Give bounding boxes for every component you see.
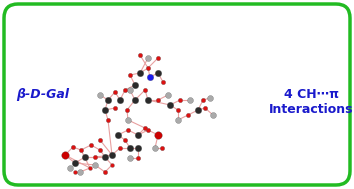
Point — [97, 94, 103, 97]
Point — [70, 146, 76, 149]
Point — [97, 149, 103, 152]
Point — [109, 163, 115, 167]
Point — [145, 67, 151, 70]
Point — [200, 98, 206, 101]
Point — [62, 153, 68, 156]
Point — [97, 139, 103, 142]
Point — [124, 108, 130, 112]
Point — [72, 170, 78, 174]
Point — [159, 146, 165, 149]
Point — [72, 161, 78, 164]
Point — [87, 167, 93, 170]
Point — [105, 119, 111, 122]
Point — [88, 143, 94, 146]
Point — [147, 75, 153, 78]
Point — [82, 156, 88, 159]
Point — [117, 146, 123, 149]
Point — [127, 88, 133, 91]
Point — [187, 98, 193, 101]
Point — [167, 104, 173, 107]
Point — [105, 98, 111, 101]
Point — [77, 170, 83, 174]
Point — [109, 153, 115, 156]
Point — [115, 133, 121, 136]
Point — [207, 97, 213, 100]
Point — [67, 167, 73, 170]
Point — [78, 149, 84, 152]
Point — [102, 108, 108, 112]
Point — [92, 156, 98, 159]
Point — [137, 71, 143, 74]
Point — [160, 81, 166, 84]
Point — [92, 163, 98, 167]
Point — [155, 133, 161, 136]
Point — [145, 57, 151, 60]
Point — [125, 129, 131, 132]
Point — [175, 108, 181, 112]
Point — [112, 91, 118, 94]
Point — [122, 139, 128, 142]
Point — [155, 57, 161, 60]
Point — [142, 126, 148, 129]
Point — [175, 119, 181, 122]
Point — [195, 108, 201, 112]
Point — [112, 106, 118, 109]
Point — [155, 71, 161, 74]
Point — [102, 156, 108, 159]
Point — [210, 113, 216, 116]
Point — [177, 98, 183, 101]
Point — [137, 53, 143, 57]
Point — [155, 98, 161, 101]
Point — [102, 170, 108, 174]
Point — [135, 133, 141, 136]
Point — [132, 98, 138, 101]
Point — [122, 88, 128, 91]
Point — [127, 146, 133, 149]
Text: 4 CH⋯π
Interactions: 4 CH⋯π Interactions — [269, 88, 354, 116]
Point — [127, 74, 133, 77]
Point — [127, 156, 133, 160]
Text: β-D-Gal: β-D-Gal — [16, 88, 69, 101]
Point — [142, 88, 148, 91]
Point — [135, 156, 141, 160]
Point — [202, 106, 208, 109]
Point — [132, 84, 138, 87]
FancyBboxPatch shape — [4, 4, 350, 185]
Point — [165, 94, 171, 97]
Point — [145, 98, 151, 101]
Point — [152, 146, 158, 149]
Point — [145, 129, 151, 132]
Point — [117, 98, 123, 101]
Point — [135, 146, 141, 149]
Point — [125, 119, 131, 122]
Point — [185, 113, 191, 116]
